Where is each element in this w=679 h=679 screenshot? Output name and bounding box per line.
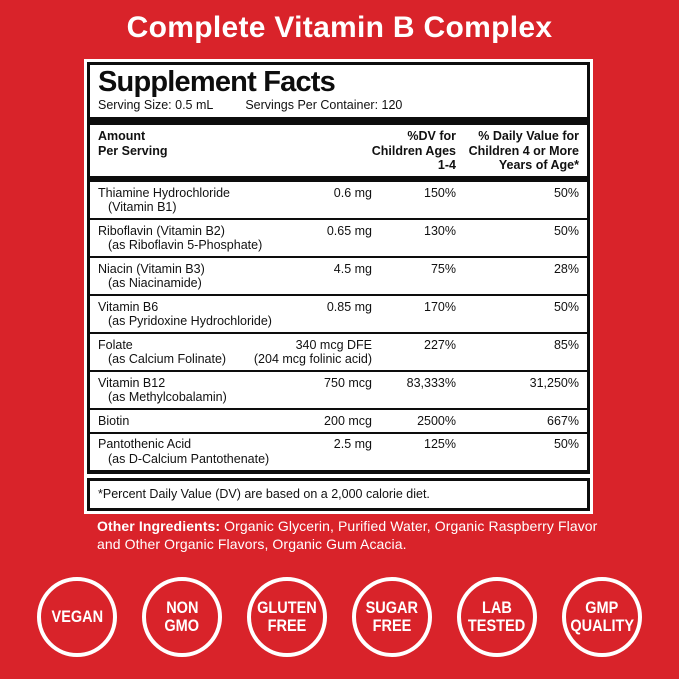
nutrient-rows: Thiamine Hydrochloride (Vitamin B1) 0.6 m… [90, 182, 587, 470]
nutrient-name: Vitamin B12 (as Methylcobalamin) [98, 375, 227, 404]
nutrient-row-pantothenic-acid: Pantothenic Acid (as D-Calcium Pantothena… [90, 431, 587, 470]
nutrient-amount: 0.85 mg [326, 299, 372, 314]
footnote-text: *Percent Daily Value (DV) are based on a… [98, 486, 430, 501]
dv-children-4-plus: 50% [553, 299, 579, 314]
dv-children-1-4: 75% [430, 261, 456, 276]
header-dv-children-1-4: %DV for Children Ages 1-4 [371, 129, 456, 172]
dv-children-4-plus: 85% [553, 337, 579, 352]
dv-children-4-plus: 31,250% [529, 375, 579, 390]
nutrient-row-niacin: Niacin (Vitamin B3) (as Niacinamide) 4.5 … [90, 256, 587, 294]
nutrient-amount: 750 mcg [324, 375, 372, 390]
nutrient-amount: 340 mcg DFE (204 mcg folinic acid) [253, 337, 372, 366]
other-ingredients-line1: Organic Glycerin, Purified Water, Organi… [224, 518, 598, 534]
dv-children-1-4: 227% [424, 337, 456, 352]
nutrient-amount: 2.5 mg [333, 437, 372, 452]
dv-children-1-4: 170% [424, 299, 456, 314]
dv-children-4-plus: 28% [553, 261, 579, 276]
badge-gluten-free: GLUTEN FREE [247, 577, 327, 657]
other-ingredients-label: Other Ingredients: [97, 518, 221, 534]
footnote-box: *Percent Daily Value (DV) are based on a… [87, 477, 590, 511]
nutrient-row-biotin: Biotin 200 mcg 2500% 667% [90, 408, 587, 432]
nutrient-row-riboflavin: Riboflavin (Vitamin B2) (as Riboflavin 5-… [90, 218, 587, 256]
nutrient-row-vitamin-b12: Vitamin B12 (as Methylcobalamin) 750 mcg … [90, 370, 587, 408]
dv-children-4-plus: 50% [553, 223, 579, 238]
nutrient-name: Niacin (Vitamin B3) (as Niacinamide) [98, 261, 205, 290]
nutrient-name: Riboflavin (Vitamin B2) (as Riboflavin 5-… [98, 223, 263, 252]
dv-children-1-4: 125% [424, 437, 456, 452]
mid-divider [90, 176, 587, 183]
badge-gmp-quality: GMP QUALITY [562, 577, 642, 657]
nutrient-amount: 0.65 mg [326, 223, 372, 238]
other-ingredients: Other Ingredients: Organic Glycerin, Pur… [97, 517, 662, 553]
nutrient-name: Vitamin B6 (as Pyridoxine Hydrochloride) [98, 299, 272, 328]
product-title: Complete Vitamin B Complex [126, 11, 553, 44]
nutrient-name: Thiamine Hydrochloride (Vitamin B1) [98, 185, 231, 214]
servings-per-container: Servings Per Container: 120 [245, 98, 403, 113]
nutrient-row-thiamine: Thiamine Hydrochloride (Vitamin B1) 0.6 m… [90, 182, 587, 218]
supplement-facts-heading: Supplement Facts [98, 66, 336, 98]
nutrient-amount: 4.5 mg [333, 261, 372, 276]
supplement-facts-panel: Supplement Facts Serving Size: 0.5 mL Se… [84, 59, 593, 514]
header-amount-per-serving: Amount Per Serving [98, 129, 168, 158]
nutrient-row-folate: Folate (as Calcium Folinate) 340 mcg DFE(… [90, 332, 587, 370]
nutrient-row-vitamin-b6: Vitamin B6 (as Pyridoxine Hydrochloride) … [90, 294, 587, 332]
badge-row: VEGAN NON GMO GLUTEN FREE SUGAR FREE LAB… [0, 577, 679, 657]
dv-children-4-plus: 50% [553, 185, 579, 200]
badge-sugar-free: SUGAR FREE [352, 577, 432, 657]
dv-children-4-plus: 667% [547, 413, 579, 428]
header-dv-children-4-plus: % Daily Value for Children 4 or More Yea… [468, 129, 579, 172]
nutrient-amount: 200 mcg [324, 413, 372, 428]
nutrient-name: Pantothenic Acid (as D-Calcium Pantothena… [98, 437, 270, 466]
nutrient-name: Biotin [98, 413, 130, 428]
nutrient-amount: 0.6 mg [333, 185, 372, 200]
badge-lab-tested: LAB TESTED [457, 577, 537, 657]
serving-size: Serving Size: 0.5 mL [98, 98, 214, 113]
dv-children-1-4: 150% [424, 185, 456, 200]
other-ingredients-line2: and Other Organic Flavors, Organic Gum A… [97, 536, 407, 553]
serving-info: Serving Size: 0.5 mL Servings Per Contai… [90, 97, 587, 117]
table-header: Amount Per Serving %DV for Children Ages… [90, 125, 587, 176]
nutrient-name: Folate (as Calcium Folinate) [98, 337, 227, 366]
thick-divider [90, 117, 587, 126]
dv-children-1-4: 130% [424, 223, 456, 238]
header-amount-spacer [276, 129, 372, 172]
dv-children-1-4: 2500% [417, 413, 456, 428]
dv-children-4-plus: 50% [553, 437, 579, 452]
badge-vegan: VEGAN [37, 577, 117, 657]
dv-children-1-4: 83,333% [406, 375, 456, 390]
badge-non-gmo: NON GMO [142, 577, 222, 657]
facts-box: Supplement Facts Serving Size: 0.5 mL Se… [87, 62, 590, 474]
